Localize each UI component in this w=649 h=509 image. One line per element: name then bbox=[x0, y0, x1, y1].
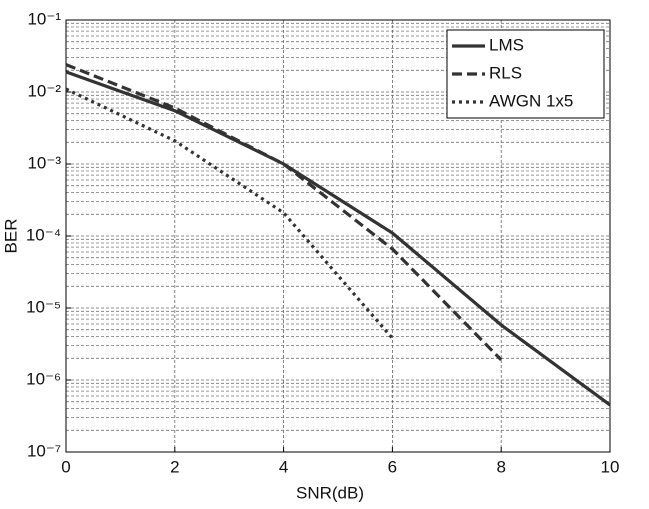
y-tick-label: 10⁻³ bbox=[27, 153, 61, 172]
y-tick-label: 10⁻⁵ bbox=[26, 297, 61, 316]
series-line bbox=[65, 63, 503, 362]
x-tick-label: 4 bbox=[279, 457, 288, 476]
x-axis-label: SNR(dB) bbox=[296, 483, 364, 502]
y-tick-label: 10⁻¹ bbox=[27, 9, 61, 28]
x-tick-label: 8 bbox=[496, 457, 505, 476]
y-tick-label: 10⁻² bbox=[27, 81, 61, 100]
y-axis-label: BER bbox=[1, 219, 20, 254]
x-tick-label: 0 bbox=[61, 457, 70, 476]
x-tick-label: 6 bbox=[388, 457, 397, 476]
plot-frame bbox=[65, 19, 611, 453]
y-tick-label: 10⁻⁴ bbox=[26, 225, 61, 244]
series-line bbox=[65, 70, 611, 407]
x-tick-label: 10 bbox=[601, 457, 620, 476]
legend-label: RLS bbox=[489, 63, 522, 82]
y-tick-label: 10⁻⁶ bbox=[26, 369, 61, 388]
series-line bbox=[65, 87, 394, 340]
x-tick-label: 2 bbox=[170, 457, 179, 476]
legend-label: AWGN 1x5 bbox=[489, 91, 573, 110]
legend-label: LMS bbox=[489, 35, 524, 54]
y-tick-label: 10⁻⁷ bbox=[27, 441, 61, 460]
